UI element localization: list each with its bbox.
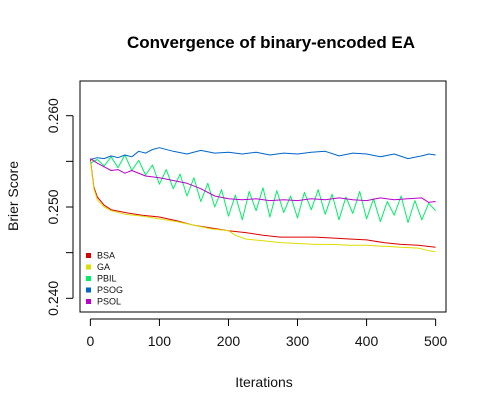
legend-swatch	[86, 253, 91, 258]
chart-title: Convergence of binary-encoded EA	[127, 33, 415, 52]
y-axis: 0.240 0.250 0.260	[45, 98, 74, 316]
x-tick-label: 0	[86, 333, 94, 349]
legend-swatch	[86, 287, 91, 293]
series-line-bsa	[89, 159, 436, 248]
x-tick-label: 300	[286, 333, 310, 349]
x-tick-label: 100	[148, 333, 172, 349]
legend-item-psol: PSOL	[86, 297, 121, 307]
y-axis-label: Brier Score	[5, 161, 21, 231]
x-tick-label: 200	[217, 333, 241, 349]
y-tick-label: 0.260	[45, 98, 61, 133]
legend-item-psog: PSOG	[86, 285, 123, 295]
legend-item-bsa: BSA	[86, 251, 115, 261]
series-layer	[89, 147, 436, 253]
legend-item-ga: GA	[86, 262, 110, 272]
y-tick-label: 0.250	[45, 189, 61, 224]
x-tick-label: 500	[424, 333, 448, 349]
legend-label: GA	[97, 262, 110, 272]
x-axis-label: Iterations	[235, 374, 293, 390]
y-tick-label: 0.240	[45, 281, 61, 316]
series-line-pbil	[90, 154, 436, 223]
legend-swatch	[86, 276, 91, 281]
legend-swatch	[86, 264, 91, 270]
legend-label: PSOL	[97, 297, 121, 307]
x-axis: 0 100 200 300 400 500	[86, 318, 448, 349]
legend-label: BSA	[97, 251, 115, 261]
x-tick-label: 400	[355, 333, 379, 349]
series-line-ga	[89, 161, 436, 253]
legend-label: PSOG	[97, 285, 123, 295]
series-line-psol	[90, 158, 436, 203]
plot-frame	[79, 80, 447, 313]
series-line-psog	[90, 147, 436, 160]
legend-label: PBIL	[97, 274, 117, 284]
legend-swatch	[86, 299, 91, 304]
legend-item-pbil: PBIL	[86, 274, 117, 284]
